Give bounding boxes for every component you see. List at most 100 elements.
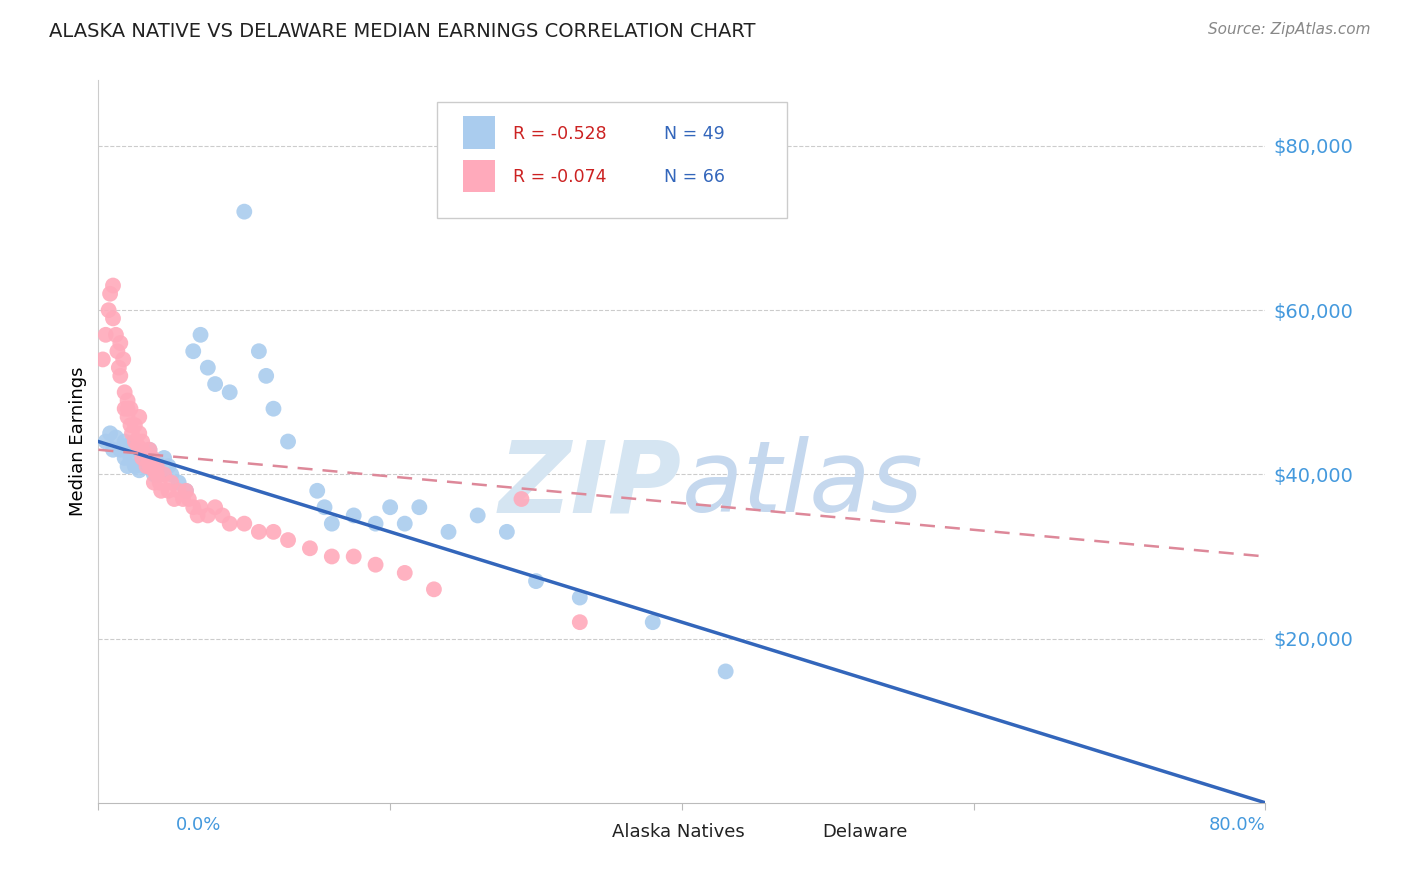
Text: N = 49: N = 49 [665, 125, 725, 143]
Point [142, 463, 165, 477]
Point [467, 508, 489, 523]
Point [157, 483, 180, 498]
Point [197, 508, 219, 523]
Point [172, 491, 194, 506]
Point [110, 442, 132, 457]
Point [114, 401, 136, 416]
Point [247, 344, 270, 359]
Point [204, 500, 226, 515]
Text: ZIP: ZIP [499, 436, 682, 533]
Point [394, 516, 416, 531]
Point [174, 483, 197, 498]
Point [343, 549, 366, 564]
Point [128, 426, 150, 441]
Text: atlas: atlas [682, 436, 924, 533]
Point [190, 327, 212, 342]
Point [641, 615, 664, 630]
Point [153, 450, 176, 465]
Point [247, 524, 270, 539]
Point [98, 286, 121, 301]
Point [128, 463, 150, 477]
Text: N = 66: N = 66 [665, 169, 725, 186]
Text: Source: ZipAtlas.com: Source: ZipAtlas.com [1208, 22, 1371, 37]
Point [117, 439, 139, 453]
Point [127, 439, 149, 453]
Point [262, 401, 284, 416]
Point [117, 393, 139, 408]
Point [114, 385, 136, 400]
Point [97, 303, 120, 318]
Point [174, 483, 197, 498]
Point [104, 327, 127, 342]
Point [117, 459, 139, 474]
Point [105, 344, 128, 359]
Point [131, 434, 153, 449]
Point [138, 442, 160, 457]
Point [233, 204, 256, 219]
Text: ALASKA NATIVE VS DELAWARE MEDIAN EARNINGS CORRELATION CHART: ALASKA NATIVE VS DELAWARE MEDIAN EARNING… [49, 22, 755, 41]
Point [138, 442, 160, 457]
Point [146, 459, 169, 474]
Point [91, 352, 114, 367]
Point [114, 450, 136, 465]
Bar [463, 116, 495, 149]
Point [94, 327, 117, 342]
Point [101, 311, 124, 326]
Point [218, 385, 240, 400]
Y-axis label: Median Earnings: Median Earnings [69, 367, 87, 516]
Point [177, 491, 200, 506]
Point [160, 467, 183, 482]
Point [496, 524, 519, 539]
Point [142, 475, 165, 490]
Point [112, 352, 135, 367]
Point [101, 278, 124, 293]
Point [380, 500, 402, 515]
Point [714, 665, 737, 679]
Point [146, 467, 169, 482]
Point [98, 426, 121, 441]
Point [134, 459, 156, 474]
Point [167, 475, 190, 490]
Point [153, 467, 176, 482]
Point [117, 409, 139, 424]
Point [101, 442, 124, 457]
Point [343, 508, 366, 523]
Point [423, 582, 446, 597]
Point [408, 500, 430, 515]
Point [187, 508, 209, 523]
Point [124, 418, 146, 433]
Point [524, 574, 547, 588]
Point [568, 591, 591, 605]
Point [190, 500, 212, 515]
Point [233, 516, 256, 531]
Point [120, 401, 142, 416]
Point [120, 450, 142, 465]
Bar [775, 821, 810, 843]
Point [211, 508, 233, 523]
Point [204, 377, 226, 392]
Point [181, 500, 204, 515]
Point [321, 549, 343, 564]
Text: 80.0%: 80.0% [1209, 816, 1265, 834]
Point [394, 566, 416, 580]
Text: R = -0.528: R = -0.528 [513, 125, 606, 143]
Point [298, 541, 321, 556]
Point [104, 430, 127, 444]
Point [131, 450, 153, 465]
Point [124, 459, 146, 474]
Point [131, 442, 153, 457]
Point [218, 516, 240, 531]
Point [277, 533, 299, 547]
Point [124, 434, 146, 449]
FancyBboxPatch shape [437, 102, 787, 218]
Point [110, 336, 132, 351]
Point [117, 401, 139, 416]
Point [121, 426, 143, 441]
Point [131, 450, 153, 465]
Bar [463, 160, 495, 193]
Point [150, 483, 173, 498]
Point [167, 483, 190, 498]
Point [120, 418, 142, 433]
Point [307, 483, 329, 498]
Text: R = -0.074: R = -0.074 [513, 169, 606, 186]
